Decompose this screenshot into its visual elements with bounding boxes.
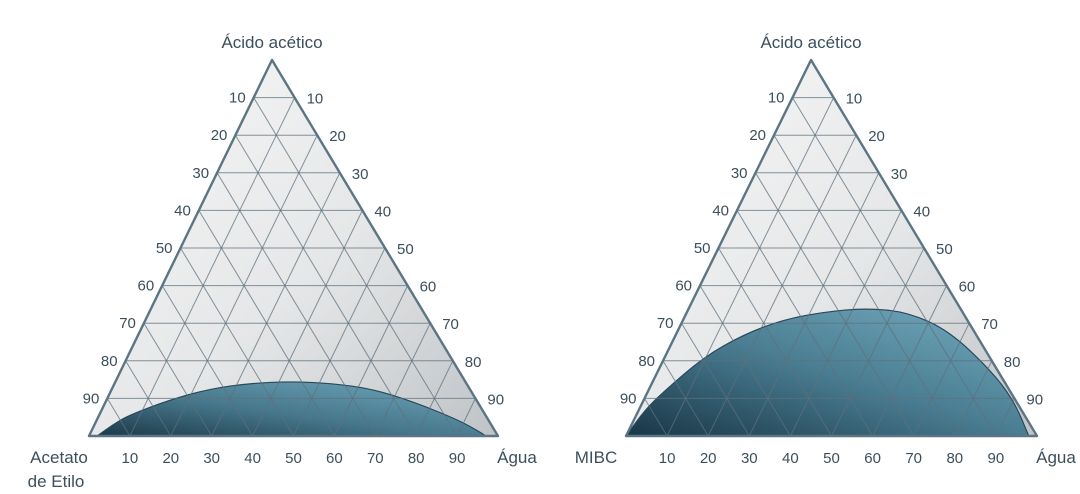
right-tick-label: 50 [397, 241, 414, 258]
bottom-tick-label: 90 [449, 450, 466, 467]
right-tick-label: 20 [329, 128, 346, 145]
grid-line [913, 322, 970, 437]
right-tick-label: 50 [936, 241, 953, 258]
grid-line [374, 322, 431, 437]
bottom-tick-label: 50 [285, 450, 302, 467]
bottom-tick-label: 10 [122, 450, 139, 467]
right-tick-label: 70 [981, 316, 998, 333]
left-tick-label: 60 [675, 278, 692, 295]
bottom-tick-label: 30 [741, 450, 758, 467]
bottom-tick-label: 90 [988, 450, 1005, 467]
right-tick-label: 60 [420, 279, 437, 296]
left-tick-label: 30 [731, 165, 748, 182]
grid-line [681, 322, 750, 437]
apex-label-left: MIBC [575, 448, 618, 467]
grid-line [831, 247, 925, 437]
apex-label-top: Ácido acético [760, 33, 861, 52]
left-tick-label: 50 [156, 240, 173, 257]
bottom-tick-label: 20 [162, 450, 179, 467]
left-tick-label: 40 [174, 202, 191, 219]
right-tick-label: 30 [352, 166, 369, 183]
left-tick-label: 20 [749, 127, 766, 144]
triangle-frame [87, 58, 500, 438]
left-tick-label: 30 [192, 165, 209, 182]
grid-lines [644, 97, 1015, 437]
grid-line [415, 360, 454, 437]
grid-line [456, 398, 476, 437]
ternary-chart-2: 10 90 10 20 80 20 30 70 30 40 60 40 50 50 50 60 40 60 70 30… [575, 33, 1077, 467]
grid-line [662, 360, 709, 437]
grid-line [253, 97, 458, 437]
grid-lines [106, 97, 476, 437]
bottom-tick-label: 20 [700, 450, 717, 467]
apex-label-top: Ácido acético [221, 33, 322, 52]
grid-line [666, 97, 835, 437]
grid-line [792, 97, 997, 437]
left-tick-label: 70 [657, 315, 674, 332]
left-tick-label: 60 [138, 278, 155, 295]
left-tick-label: 70 [119, 315, 136, 332]
grid-line [748, 172, 880, 437]
triangle-frame [624, 58, 1039, 438]
grid-line [954, 360, 993, 437]
apex-label-right: Água [1036, 448, 1076, 467]
two-phase-region [624, 308, 1030, 437]
bottom-tick-label: 30 [203, 450, 220, 467]
bottom-tick-label: 80 [408, 450, 425, 467]
bottom-tick-label: 40 [782, 450, 799, 467]
grid-line [161, 285, 254, 437]
bottom-tick-label: 60 [864, 450, 881, 467]
grid-line [644, 398, 668, 437]
right-tick-label: 70 [442, 316, 459, 333]
right-tick-label: 40 [374, 203, 391, 220]
apex-label-left: de Etilo [28, 472, 85, 491]
grid-line [125, 360, 172, 437]
grid-line [333, 285, 409, 437]
bottom-tick-label: 80 [946, 450, 963, 467]
bottom-tick-label: 60 [326, 450, 343, 467]
left-tick-label: 80 [638, 353, 655, 370]
left-tick-label: 80 [101, 353, 118, 370]
right-tick-label: 80 [465, 354, 482, 371]
grid-line [755, 172, 915, 437]
right-tick-label: 10 [846, 91, 863, 108]
bottom-tick-label: 70 [367, 450, 384, 467]
grid-line [129, 97, 296, 437]
grid-line [143, 322, 213, 437]
bottom-tick-label: 10 [659, 450, 676, 467]
bottom-tick-label: 50 [823, 450, 840, 467]
grid-line [699, 285, 791, 437]
right-tick-label: 40 [913, 203, 930, 220]
grid-line [216, 172, 376, 437]
right-tick-label: 90 [1026, 391, 1043, 408]
left-tick-label: 10 [768, 90, 785, 107]
left-tick-label: 90 [83, 390, 100, 407]
left-tick-label: 20 [211, 127, 228, 144]
left-tick-label: 90 [620, 390, 637, 407]
right-tick-label: 20 [868, 128, 885, 145]
apex-label-left: Acetato [30, 448, 88, 467]
right-tick-label: 10 [307, 91, 324, 108]
grid-line [718, 247, 832, 437]
right-tick-label: 60 [959, 279, 976, 296]
grid-line [106, 398, 131, 437]
right-tick-label: 80 [1004, 354, 1021, 371]
left-tick-label: 10 [229, 90, 246, 107]
grid-line [872, 285, 948, 437]
bottom-tick-label: 40 [244, 450, 261, 467]
grid-line [211, 172, 341, 437]
left-tick-label: 40 [712, 202, 729, 219]
grid-line [995, 398, 1015, 437]
apex-label-right: Água [497, 448, 537, 467]
left-tick-label: 50 [694, 240, 711, 257]
right-tick-label: 90 [487, 391, 504, 408]
ternary-chart-1: 10 90 10 20 80 20 30 70 30 40 60 40 50 50 50 60 40 60 70 30… [28, 33, 538, 491]
grid-line [293, 247, 386, 437]
right-tick-label: 30 [891, 166, 908, 183]
grid-line [180, 247, 294, 437]
bottom-tick-label: 70 [905, 450, 922, 467]
